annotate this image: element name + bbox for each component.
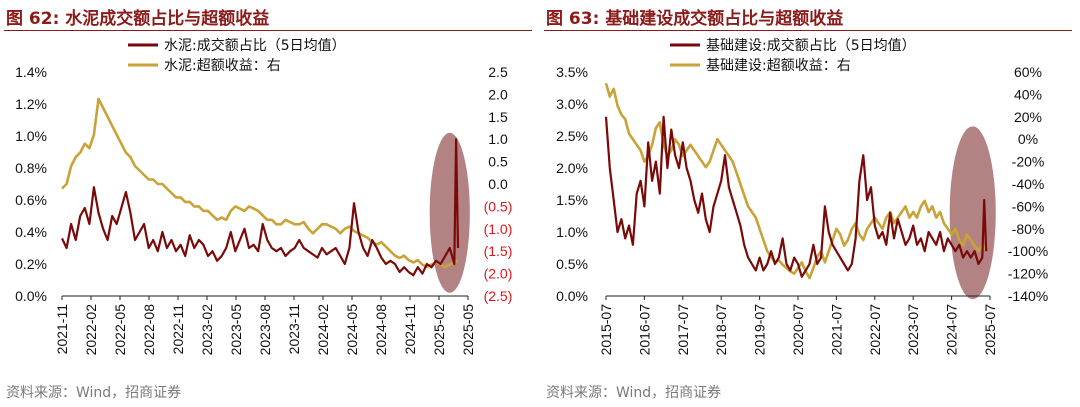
chart-svg: 2021-11 2022-02 2022-05 2022-08 2022-11 2023-… <box>15 37 513 356</box>
right-tick-label: -80% <box>1012 221 1045 237</box>
right-tick-label: -60% <box>1012 198 1045 214</box>
series-excess-line <box>604 82 988 280</box>
x-tick-label: 2024-07 <box>944 304 960 356</box>
right-tick-label: (0.5) <box>484 198 513 214</box>
x-tick-label: 2023-07 <box>905 304 921 356</box>
x-tick-label: 2021-11 <box>54 304 70 355</box>
right-tick-label: -120% <box>1008 266 1048 282</box>
title-divider <box>4 30 532 31</box>
highlight-ellipse <box>429 132 470 293</box>
right-tick-label: -140% <box>1008 288 1048 304</box>
right-tick-label: 2.5 <box>488 64 508 80</box>
left-tick-label: 0.0% <box>556 288 588 304</box>
right-tick-label: 0.5 <box>488 154 508 170</box>
left-tick-label: 0.4% <box>15 224 47 240</box>
left-tick-label: 1.2% <box>15 96 47 112</box>
x-tick-label: 2021-07 <box>828 304 844 356</box>
right-tick-label: -100% <box>1008 243 1048 259</box>
left-tick-label: 0.2% <box>15 256 47 272</box>
x-tick-label: 2024-02 <box>315 304 331 356</box>
right-tick-label: -40% <box>1012 176 1045 192</box>
x-tick-label: 2018-07 <box>713 304 729 356</box>
x-tick-label: 2022-11 <box>170 304 186 355</box>
left-tick-label: 2.0% <box>556 160 588 176</box>
x-tick-label: 2022-05 <box>112 304 128 356</box>
legend-label-turnover: 水泥:成交额占比（5日均值） <box>164 37 346 54</box>
left-tick-label: 3.5% <box>556 64 588 80</box>
x-tick-label: 2024-11 <box>402 304 418 355</box>
chart-svg: 2015-07 2016-07 2017-07 2018-07 2019-07 2020-… <box>556 37 1048 356</box>
left-tick-label: 0.6% <box>15 192 47 208</box>
chart-panel-cement: 图 62: 水泥成交额占比与超额收益 2021-11 2022-02 2022-05… <box>4 9 532 401</box>
legend-label-excess: 基础建设:超额收益：右 <box>706 57 851 74</box>
series-turnover-line <box>61 138 460 277</box>
x-tick-label: 2023-08 <box>257 304 273 356</box>
x-tick-label: 2022-07 <box>867 304 883 356</box>
right-tick-label: 60% <box>1014 64 1042 80</box>
left-tick-label: 0.8% <box>15 160 47 176</box>
right-tick-label: (1.5) <box>484 243 513 259</box>
x-tick-label: 2024-08 <box>373 304 389 356</box>
right-tick-label: 40% <box>1014 86 1042 102</box>
right-tick-label: (2.5) <box>484 288 513 304</box>
left-tick-label: 0.0% <box>15 288 47 304</box>
x-tick-label: 2017-07 <box>675 304 691 356</box>
left-tick-label: 2.5% <box>556 128 588 144</box>
right-tick-label: (2.0) <box>484 266 513 282</box>
right-tick-label: 1.0 <box>488 131 508 147</box>
series-excess-line <box>61 97 459 269</box>
x-tick-label: 2023-02 <box>199 304 215 356</box>
right-tick-label: 20% <box>1014 109 1042 125</box>
right-tick-label: 0% <box>1018 131 1038 147</box>
left-tick-label: 3.0% <box>556 96 588 112</box>
legend-label-turnover: 基础建设:成交额占比（5日均值） <box>706 37 916 54</box>
x-tick-label: 2025-07 <box>982 304 998 356</box>
highlight-ellipse <box>949 126 996 300</box>
x-tick-label: 2020-07 <box>790 304 806 356</box>
left-tick-label: 1.0% <box>15 128 47 144</box>
source-note: 资料来源：Wind，招商证券 <box>546 385 722 401</box>
right-tick-label: (1.0) <box>484 221 513 237</box>
x-tick-label: 2025-05 <box>460 304 476 356</box>
series-turnover-line <box>604 115 988 278</box>
right-tick-label: 2.0 <box>488 86 508 102</box>
x-tick-label: 2023-05 <box>228 304 244 356</box>
x-tick-label: 2024-05 <box>344 304 360 356</box>
x-tick-label: 2025-02 <box>431 304 447 356</box>
chart-title: 图 62: 水泥成交额占比与超额收益 <box>6 9 270 29</box>
right-tick-label: 0.0 <box>488 176 508 192</box>
x-tick-label: 2022-02 <box>83 304 99 356</box>
left-tick-label: 0.5% <box>556 256 588 272</box>
chart-panel-infrastructure: 图 63: 基础建设成交额占比与超额收益 2015-07 2016-07 2017-… <box>540 0 1080 407</box>
x-tick-label: 2015-07 <box>598 304 614 356</box>
x-tick-label: 2022-08 <box>141 304 157 356</box>
right-tick-label: -20% <box>1012 154 1045 170</box>
right-tick-label: 1.5 <box>488 109 508 125</box>
source-note: 资料来源：Wind，招商证券 <box>6 385 182 401</box>
left-tick-label: 1.5% <box>556 192 588 208</box>
left-tick-label: 1.4% <box>15 64 47 80</box>
legend-label-excess: 水泥:超额收益：右 <box>164 58 281 74</box>
x-tick-label: 2016-07 <box>636 304 652 356</box>
x-tick-label: 2023-11 <box>286 304 302 355</box>
chart-title: 图 63: 基础建设成交额占比与超额收益 <box>546 9 844 29</box>
title-divider <box>544 30 1072 31</box>
left-tick-label: 1.0% <box>556 224 588 240</box>
x-tick-label: 2019-07 <box>752 304 768 356</box>
